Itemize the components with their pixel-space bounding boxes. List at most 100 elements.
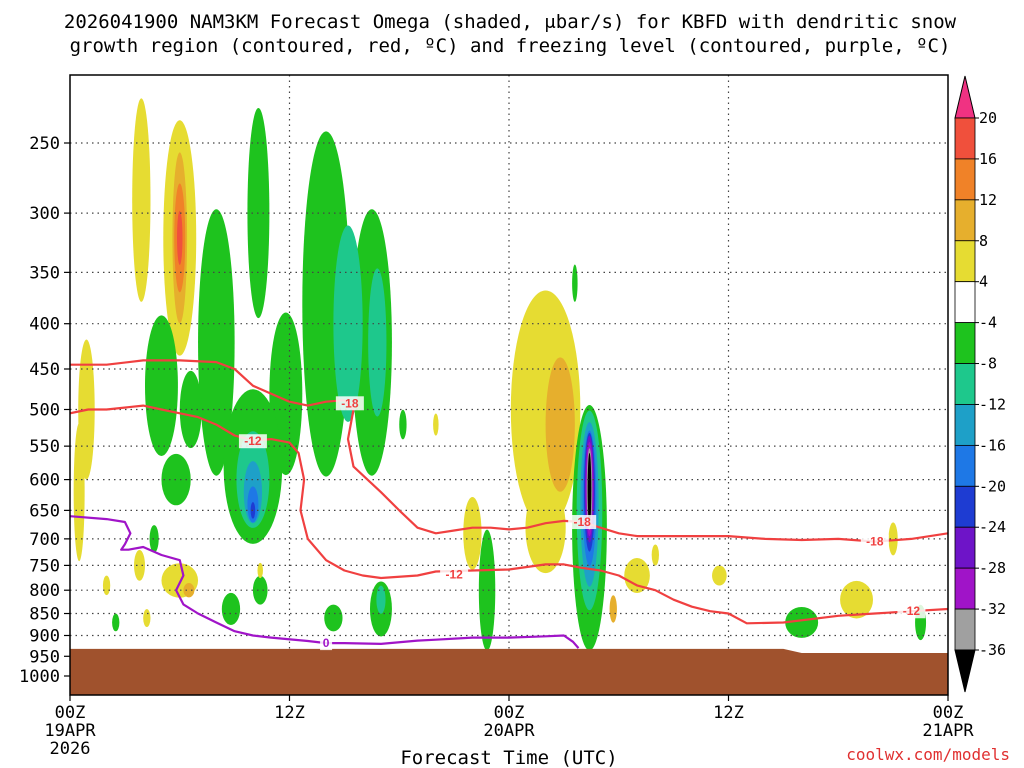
- x-axis: 00Z19APR202612Z00Z20APR12Z00Z21APR12Z: [44, 695, 974, 759]
- x-tick-date: 21APR: [922, 721, 974, 741]
- colorbar-label: 4: [979, 273, 988, 291]
- omega-cell: [144, 315, 178, 457]
- x-tick-label: 00Z: [933, 703, 964, 723]
- x-tick-label: 12Z: [274, 703, 305, 723]
- omega-cell: [525, 482, 566, 574]
- omega-cell: [368, 268, 387, 417]
- contour-label-bg: [335, 396, 364, 411]
- omega-shading: [73, 98, 1024, 651]
- colorbar-segment: [954, 567, 976, 610]
- title-line-1: 2026041900 NAM3KM Forecast Omega (shaded…: [64, 11, 957, 33]
- y-tick-label: 500: [29, 401, 60, 421]
- contour-label-bg: [568, 515, 597, 530]
- y-tick-label: 400: [29, 315, 60, 335]
- colorbar-label: -20: [979, 477, 1006, 495]
- title-line-2: growth region (contoured, red, ºC) and f…: [70, 35, 951, 57]
- contour-label-bg: [860, 534, 889, 549]
- omega-cell: [1017, 532, 1024, 608]
- colorbar-label: -12: [979, 395, 1006, 413]
- colorbar-label: -32: [979, 600, 1006, 618]
- credit-text[interactable]: coolwx.com/models: [846, 745, 1010, 764]
- colorbar-segment: [954, 117, 976, 160]
- colorbar-label: -28: [979, 559, 1006, 577]
- x-tick-label: 12Z: [713, 703, 744, 723]
- y-tick-label: 250: [29, 134, 60, 154]
- y-tick-label: 650: [29, 501, 60, 521]
- colorbar-top-arrow: [954, 75, 976, 119]
- y-axis: 2503003504004505005506006507007508008509…: [19, 134, 70, 687]
- terrain: [70, 648, 948, 695]
- contour-label-bg: [440, 567, 469, 582]
- omega-cell: [73, 423, 85, 562]
- omega-cell: [785, 606, 819, 638]
- colorbar-segment: [954, 199, 976, 242]
- x-tick-date: 19APR: [44, 721, 96, 741]
- contour-label: -18: [341, 396, 359, 410]
- freezing-contour: [70, 515, 580, 649]
- dendritic-contour: [70, 359, 948, 543]
- omega-cell: [587, 453, 592, 526]
- omega-cell: [257, 562, 263, 579]
- omega-cell: [252, 575, 268, 605]
- colorbar-segment: [954, 404, 976, 446]
- colorbar-bottom-arrow: [954, 649, 976, 693]
- contour-label: -12: [445, 568, 463, 582]
- omega-cell: [149, 525, 159, 553]
- omega-cell: [651, 544, 659, 566]
- colorbar: 20 16 12 8 4 -4 -8 -12 -16 -20 -24 -28 -32 -36: [954, 75, 1006, 693]
- omega-cell: [609, 595, 617, 623]
- omega-cell: [324, 604, 343, 632]
- y-tick-label: 800: [29, 581, 60, 601]
- contour-label-bg: [897, 604, 926, 619]
- contour-label: -12: [244, 434, 262, 448]
- colorbar-segment: [954, 526, 976, 569]
- x-tick-label: 00Z: [494, 703, 525, 723]
- contour-label: -18: [866, 535, 884, 549]
- omega-cell: [102, 575, 111, 596]
- omega-cell: [132, 98, 151, 302]
- y-tick-label: 700: [29, 530, 60, 550]
- omega-cell: [179, 370, 202, 449]
- y-tick-label: 350: [29, 263, 60, 283]
- contours: -18 -18 -18 -12 -12 -12 0: [70, 359, 948, 651]
- x-tick-year: 2026: [50, 739, 91, 759]
- colorbar-segment: [954, 281, 976, 324]
- omega-cell: [572, 264, 578, 302]
- x-tick-label: 00Z: [55, 703, 86, 723]
- contour-label-bg: [320, 636, 333, 651]
- y-tick-label: 600: [29, 471, 60, 491]
- colorbar-segment: [954, 608, 976, 651]
- omega-cell: [545, 357, 575, 492]
- contour-label: 0: [323, 636, 330, 650]
- colorbar-label: 12: [979, 191, 997, 209]
- colorbar-label: -36: [979, 641, 1006, 659]
- contour-label-bg: [238, 434, 267, 449]
- y-tick-label: 900: [29, 626, 60, 646]
- y-tick-label: 1000: [19, 667, 60, 687]
- omega-cell: [134, 550, 145, 581]
- y-tick-label: 450: [29, 360, 60, 380]
- omega-cell: [399, 409, 407, 440]
- colorbar-label: 20: [979, 109, 997, 127]
- colorbar-label: -8: [979, 355, 997, 373]
- colorbar-segment: [954, 322, 976, 364]
- x-tick-date: 20APR: [483, 721, 535, 741]
- omega-cell: [433, 413, 439, 436]
- omega-cell: [183, 582, 195, 598]
- colorbar-label: -4: [979, 314, 997, 332]
- colorbar-segment: [954, 444, 976, 487]
- omega-cell: [143, 609, 151, 627]
- omega-cell: [888, 522, 898, 556]
- colorbar-label: 16: [979, 150, 997, 168]
- y-tick-label: 550: [29, 437, 60, 457]
- omega-cell: [376, 585, 386, 614]
- colorbar-label: -16: [979, 436, 1006, 454]
- omega-cell: [712, 565, 727, 586]
- omega-cell: [333, 225, 363, 422]
- y-tick-label: 300: [29, 204, 60, 224]
- x-axis-label: Forecast Time (UTC): [400, 747, 617, 768]
- terrain-fill: [70, 648, 948, 695]
- y-tick-label: 950: [29, 647, 60, 667]
- omega-cell: [478, 529, 496, 651]
